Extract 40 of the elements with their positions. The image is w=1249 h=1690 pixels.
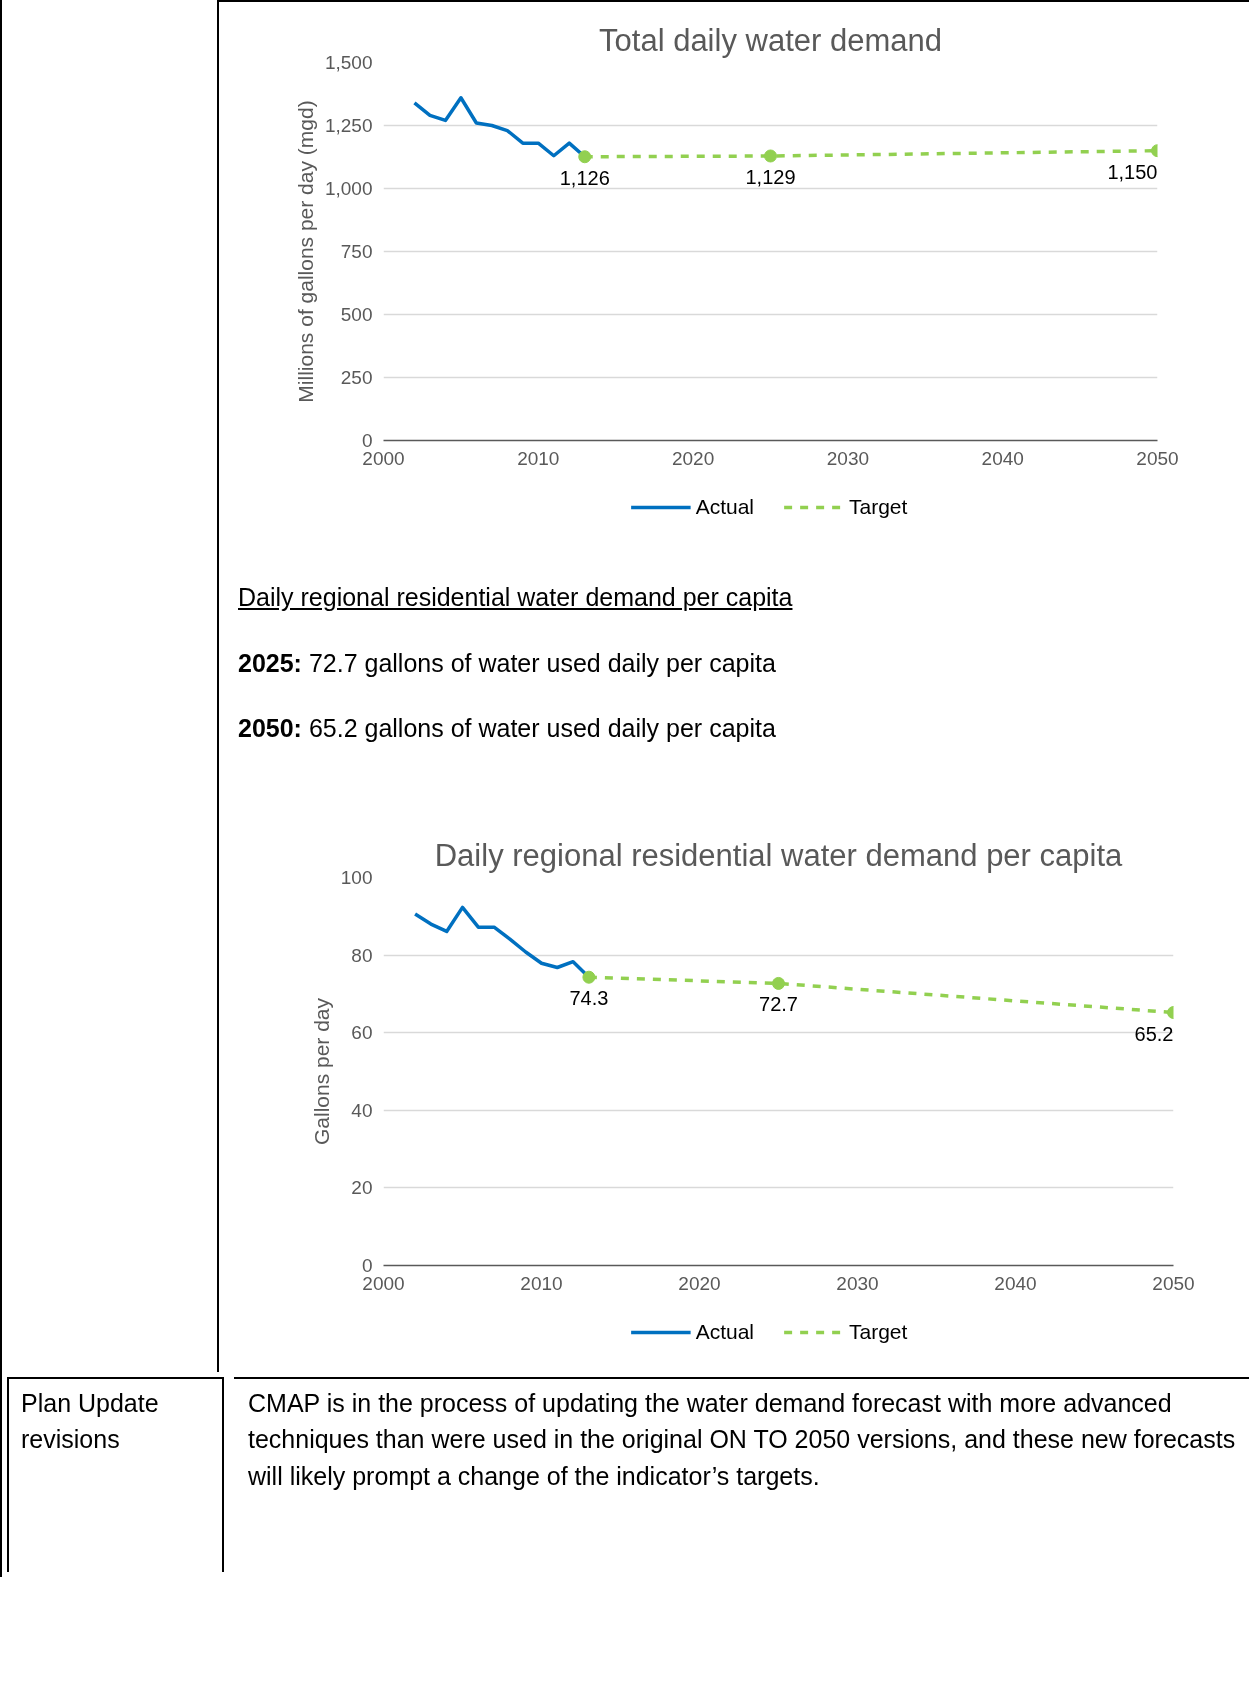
y-tick-label: 100 <box>340 867 373 888</box>
y-tick-label: 1,000 <box>324 178 373 199</box>
x-tick-label: 2050 <box>1136 447 1179 469</box>
y-tick-label: 60 <box>351 1022 373 1044</box>
y-axis-title: Millions of gallons per day (mgd) <box>293 100 317 403</box>
data-label: 72.7 <box>759 993 798 1016</box>
legend-label: Target <box>849 495 908 519</box>
y-tick-label: 1,250 <box>324 115 373 136</box>
x-tick-label: 2040 <box>994 1272 1037 1294</box>
x-tick-label: 2050 <box>1152 1272 1195 1294</box>
data-label: 1,129 <box>745 165 796 188</box>
y-tick-label: 250 <box>340 367 373 388</box>
y-axis-title: Gallons per day <box>309 997 333 1146</box>
y-tick-label: 80 <box>351 944 373 966</box>
legend-label: Target <box>849 1320 908 1344</box>
x-tick-label: 2030 <box>836 1272 879 1294</box>
legend-label: Actual <box>695 1320 754 1344</box>
chart-title: Daily regional residential water demand per capita <box>434 837 1124 873</box>
x-tick-label: 2020 <box>678 1272 721 1294</box>
text: Plan Update revisions <box>21 1388 160 1456</box>
y-tick-label: 750 <box>340 241 373 262</box>
y-tick-label: 40 <box>351 1099 373 1121</box>
text: Daily regional residential water demand per capita <box>238 582 793 613</box>
data-label: 1,150 <box>1107 160 1158 183</box>
x-tick-label: 2040 <box>981 447 1024 469</box>
y-tick-label: 500 <box>340 304 373 325</box>
data-label: 65.2 <box>1134 1022 1174 1045</box>
x-tick-label: 2010 <box>520 1272 563 1294</box>
text: 2025: 72.7 gallons of water used daily per capita <box>238 647 777 679</box>
x-tick-label: 2030 <box>826 447 870 469</box>
data-label: 74.3 <box>569 987 609 1010</box>
chart-title: Total daily water demand <box>599 22 942 58</box>
y-tick-label: 20 <box>351 1177 373 1199</box>
data-label: 1,126 <box>559 166 610 189</box>
y-tick-label: 1,500 <box>324 52 373 73</box>
legend-label: Actual <box>695 495 754 519</box>
x-tick-label: 2010 <box>517 447 560 469</box>
x-tick-label: 2020 <box>671 447 715 469</box>
text: 2050: 65.2 gallons of water used daily per capita <box>238 713 777 745</box>
text: CMAP is in the process of updating the water demand forecast with more advanced techniques than were used in the original ON TO 2050 versions, and these new forecasts will likely prompt a change of the indicator’s targets. <box>248 1388 1237 1492</box>
